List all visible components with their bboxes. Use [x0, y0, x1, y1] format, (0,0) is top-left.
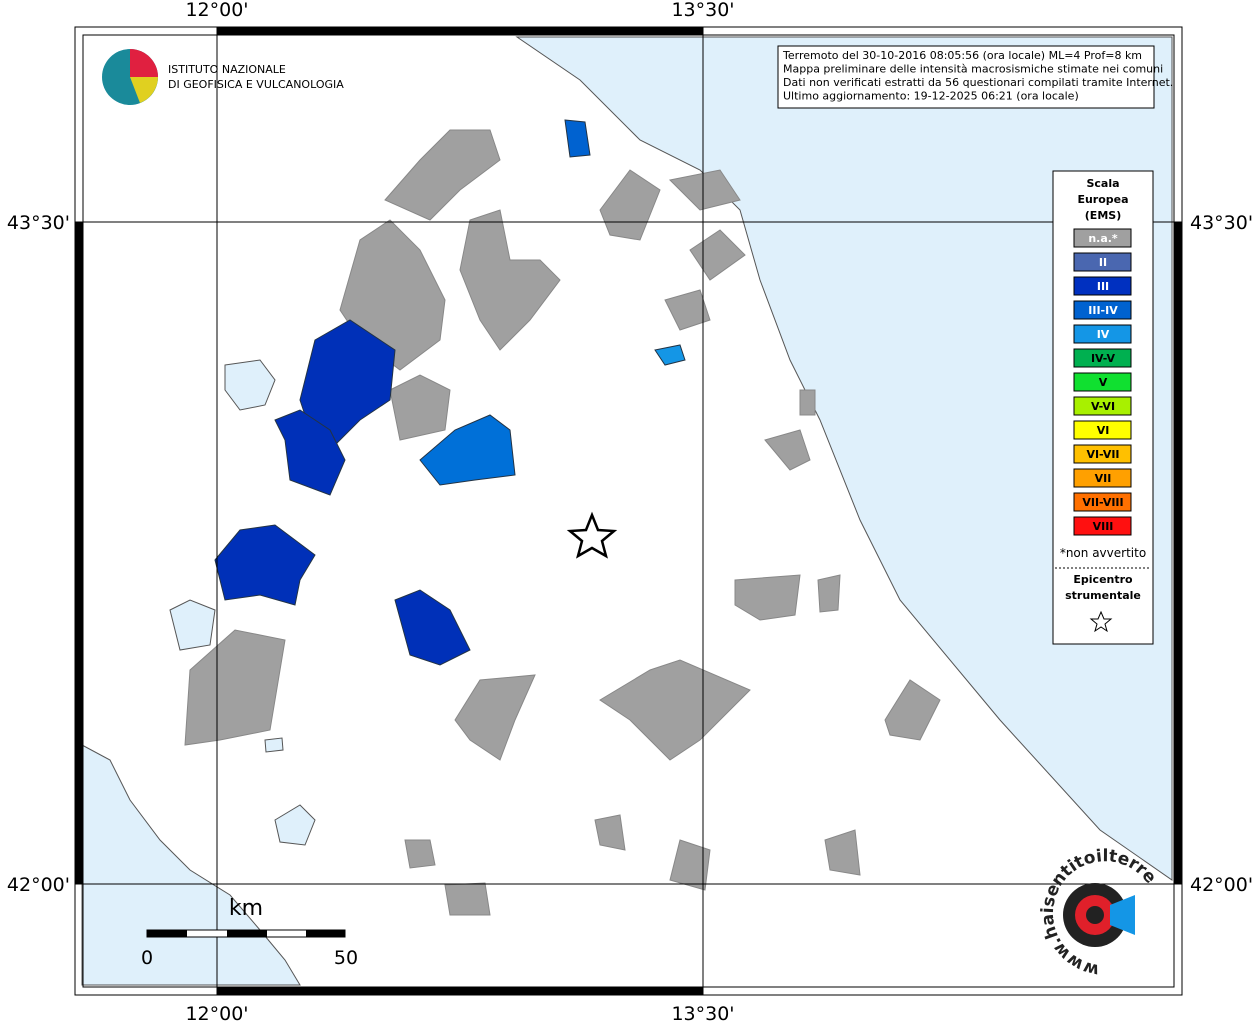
legend-label: V-VI: [1091, 400, 1115, 413]
legend-swatch: [1073, 324, 1132, 344]
legend-label: IV-V: [1091, 352, 1116, 365]
logo-text: DI GEOFISICA E VULCANOLOGIA: [168, 78, 344, 91]
legend-label: II: [1099, 256, 1107, 269]
legend-label: VII-VIII: [1082, 496, 1123, 509]
legend-title: (EMS): [1085, 209, 1121, 222]
legend-star: [1089, 610, 1113, 633]
legend-swatch: [1073, 228, 1132, 248]
axis-label: 13°30': [671, 0, 734, 21]
legend-label: III-IV: [1088, 304, 1118, 317]
legend-swatch: [1073, 468, 1132, 488]
legend-swatch: [1073, 396, 1132, 416]
legend-title: Scala: [1086, 177, 1119, 190]
legend-swatch: [1073, 276, 1132, 296]
legend-title: Epicentro: [1073, 573, 1133, 586]
info-line: Mappa preliminare delle intensità macros…: [783, 63, 1163, 76]
logo: ISTITUTO NAZIONALE DI GEOFISICA E VULCAN…: [102, 49, 344, 105]
axis-label: 42°00': [1190, 874, 1253, 896]
legend-swatch: [1073, 492, 1132, 512]
legend-label: IV: [1097, 328, 1110, 341]
legend-label: III: [1097, 280, 1109, 293]
legend-title: Europea: [1077, 193, 1128, 206]
frame: [74, 26, 1183, 996]
epicentre: [566, 511, 618, 559]
info-line: Ultimo aggiornamento: 19-12-2025 06:21 (…: [783, 90, 1079, 103]
legend-label: VI-VII: [1086, 448, 1119, 461]
legend-label: VIII: [1093, 520, 1114, 533]
graticule: [75, 27, 1182, 995]
sea: [515, 36, 1173, 881]
axis-label: 43°30': [7, 212, 70, 234]
scale-label: 0: [141, 947, 153, 969]
legend-swatch: [1073, 372, 1132, 392]
axis-label: 12°00': [185, 1003, 248, 1024]
sea: [81, 744, 301, 986]
legend-label: VI: [1097, 424, 1110, 437]
info-box: [777, 45, 1155, 109]
axis-label: 12°00': [185, 0, 248, 21]
legend-swatch: [1073, 516, 1132, 536]
info-line: Dati non verificati estratti da 56 quest…: [783, 76, 1173, 89]
legend-swatch: [1073, 252, 1132, 272]
scale-unit: km: [229, 896, 263, 921]
legend-title: strumentale: [1065, 589, 1141, 602]
axis-labels: 12°00' 13°30' 12°00' 13°30' 43°30' 42°00…: [7, 0, 1253, 1024]
axis-label: 13°30': [671, 1003, 734, 1024]
legend-label: V: [1099, 376, 1108, 389]
scale-label: 50: [334, 947, 358, 969]
legend-swatch: [1073, 420, 1132, 440]
axis-label: 43°30': [1190, 212, 1253, 234]
legend-note: *non avvertito: [1060, 546, 1146, 560]
info-line: Terremoto del 30-10-2016 08:05:56 (ora l…: [782, 49, 1142, 62]
legend-swatch: [1073, 348, 1132, 368]
logo-text: ISTITUTO NAZIONALE: [168, 63, 286, 76]
legend-swatch: [1073, 300, 1132, 320]
legend-swatch: [1073, 444, 1132, 464]
axis-label: 42°00': [7, 874, 70, 896]
legend-label: VII: [1095, 472, 1112, 485]
scale-bar: km 0 50: [141, 896, 358, 969]
legend-label: n.a.*: [1088, 232, 1118, 245]
